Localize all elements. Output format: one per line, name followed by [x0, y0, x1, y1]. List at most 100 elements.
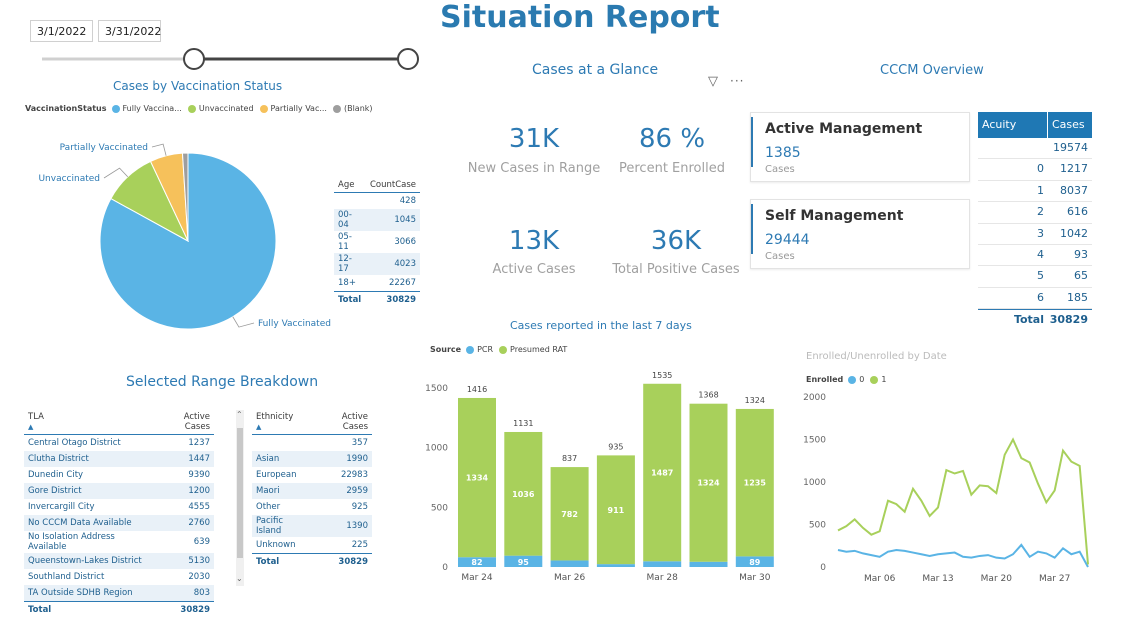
legend-item-partially[interactable]: Partially Vac...: [260, 104, 327, 113]
legend-item-label: 0: [859, 375, 864, 384]
active-cases-cell: 357: [313, 435, 372, 452]
ethnicity-header[interactable]: Ethnicity▲: [252, 410, 313, 435]
active-cases-cell: 9390: [154, 467, 214, 483]
x-tick-label: Mar 30: [739, 573, 771, 583]
card-label: Cases: [765, 164, 795, 175]
x-tick-label: Mar 24: [461, 573, 493, 583]
tla-scrollbar[interactable]: ⌃ ⌄: [236, 410, 244, 586]
acuity-cases-cell: 1217: [1048, 159, 1092, 179]
ethnicity-header-label: Ethnicity: [256, 412, 293, 422]
tla-cell: TA Outside SDHB Region: [24, 585, 154, 602]
age-header[interactable]: Age: [334, 178, 366, 193]
pie-leader-line: [152, 144, 166, 156]
series-line: [838, 545, 1088, 567]
active-management-card: Active Management 1385 Cases: [750, 112, 970, 182]
date-range-slider[interactable]: [38, 44, 428, 78]
acuity-cases-cell: 8037: [1048, 181, 1092, 201]
legend-item-unvaccinated[interactable]: Unvaccinated: [188, 104, 254, 113]
legend-item-1[interactable]: 1: [870, 375, 886, 384]
acuity-cases-header[interactable]: Cases: [1048, 112, 1092, 138]
ethnicity-cell: European: [252, 467, 313, 483]
legend-dot-icon: [466, 346, 474, 354]
tla-cell: No Isolation Address Available: [24, 531, 154, 553]
bar-rat-label: 1235: [744, 479, 767, 488]
countcase-header[interactable]: CountCase: [366, 178, 420, 193]
active-cases-cell: 225: [313, 537, 372, 554]
legend-item-fully[interactable]: Fully Vaccina...: [112, 104, 182, 113]
scroll-up-icon[interactable]: ⌃: [236, 410, 243, 419]
total-value: 30829: [313, 554, 372, 571]
sort-ascending-icon: ▲: [28, 423, 33, 431]
bar-pcr: [690, 562, 728, 567]
legend-item-0[interactable]: 0: [848, 375, 864, 384]
acuity-cases-cell: 19574: [1048, 138, 1092, 158]
bar-rat-label: 1487: [651, 469, 673, 478]
legend-dot-icon: [499, 346, 507, 354]
legend-item-rat[interactable]: Presumed RAT: [499, 345, 567, 354]
y-tick-label: 1000: [425, 444, 448, 454]
vaccination-legend-label: VaccinationStatus: [25, 104, 107, 113]
ethnicity-cell: [252, 435, 313, 452]
slider-end-handle[interactable]: [398, 49, 418, 69]
legend-item-label: Unvaccinated: [199, 104, 254, 113]
start-date-input[interactable]: 3/1/2022: [30, 20, 93, 42]
bar-total-label: 1368: [698, 391, 718, 400]
acuity-score-header[interactable]: Acuity Score: [978, 112, 1048, 138]
bar-total-label: 935: [608, 442, 623, 451]
legend-dot-icon: [848, 376, 856, 384]
legend-item-label: Presumed RAT: [510, 345, 567, 354]
more-options-icon[interactable]: ···: [730, 74, 744, 88]
eth-active-header[interactable]: Active Cases: [313, 410, 372, 435]
table-row: 428: [334, 193, 420, 210]
count-cell: 428: [366, 193, 420, 210]
table-row[interactable]: 357: [252, 435, 372, 452]
bar-rat-label: 1324: [697, 479, 720, 488]
scroll-down-icon[interactable]: ⌄: [236, 574, 243, 583]
card-title: Active Management: [765, 121, 922, 137]
x-tick-label: Mar 13: [922, 574, 953, 584]
end-date-input[interactable]: 3/31/2022: [98, 20, 161, 42]
legend-item-blank[interactable]: (Blank): [333, 104, 373, 113]
legend-item-pcr[interactable]: PCR: [466, 345, 493, 354]
x-tick-label: Mar 20: [981, 574, 1013, 584]
filter-icon[interactable]: ▽: [708, 74, 718, 89]
tla-active-header[interactable]: Active Cases: [154, 410, 214, 435]
acuity-cases-cell: 616: [1048, 202, 1092, 222]
ethnicity-cell: Unknown: [252, 537, 313, 554]
y-tick-label: 1500: [425, 384, 448, 394]
slider-start-handle[interactable]: [184, 49, 204, 69]
y-tick-label: 500: [809, 521, 826, 531]
acuity-score-cell: 5: [978, 266, 1048, 286]
active-cases-cell: 5130: [154, 553, 214, 569]
tla-header[interactable]: TLA▲: [24, 410, 154, 435]
scroll-thumb[interactable]: [237, 428, 243, 558]
pie-slice-label: Partially Vaccinated: [60, 143, 148, 153]
legend-item-label: Partially Vac...: [271, 104, 327, 113]
y-tick-label: 1500: [803, 436, 826, 446]
total-positive-label: Total Positive Cases: [586, 262, 766, 277]
bar-rat-label: 1036: [512, 490, 535, 499]
